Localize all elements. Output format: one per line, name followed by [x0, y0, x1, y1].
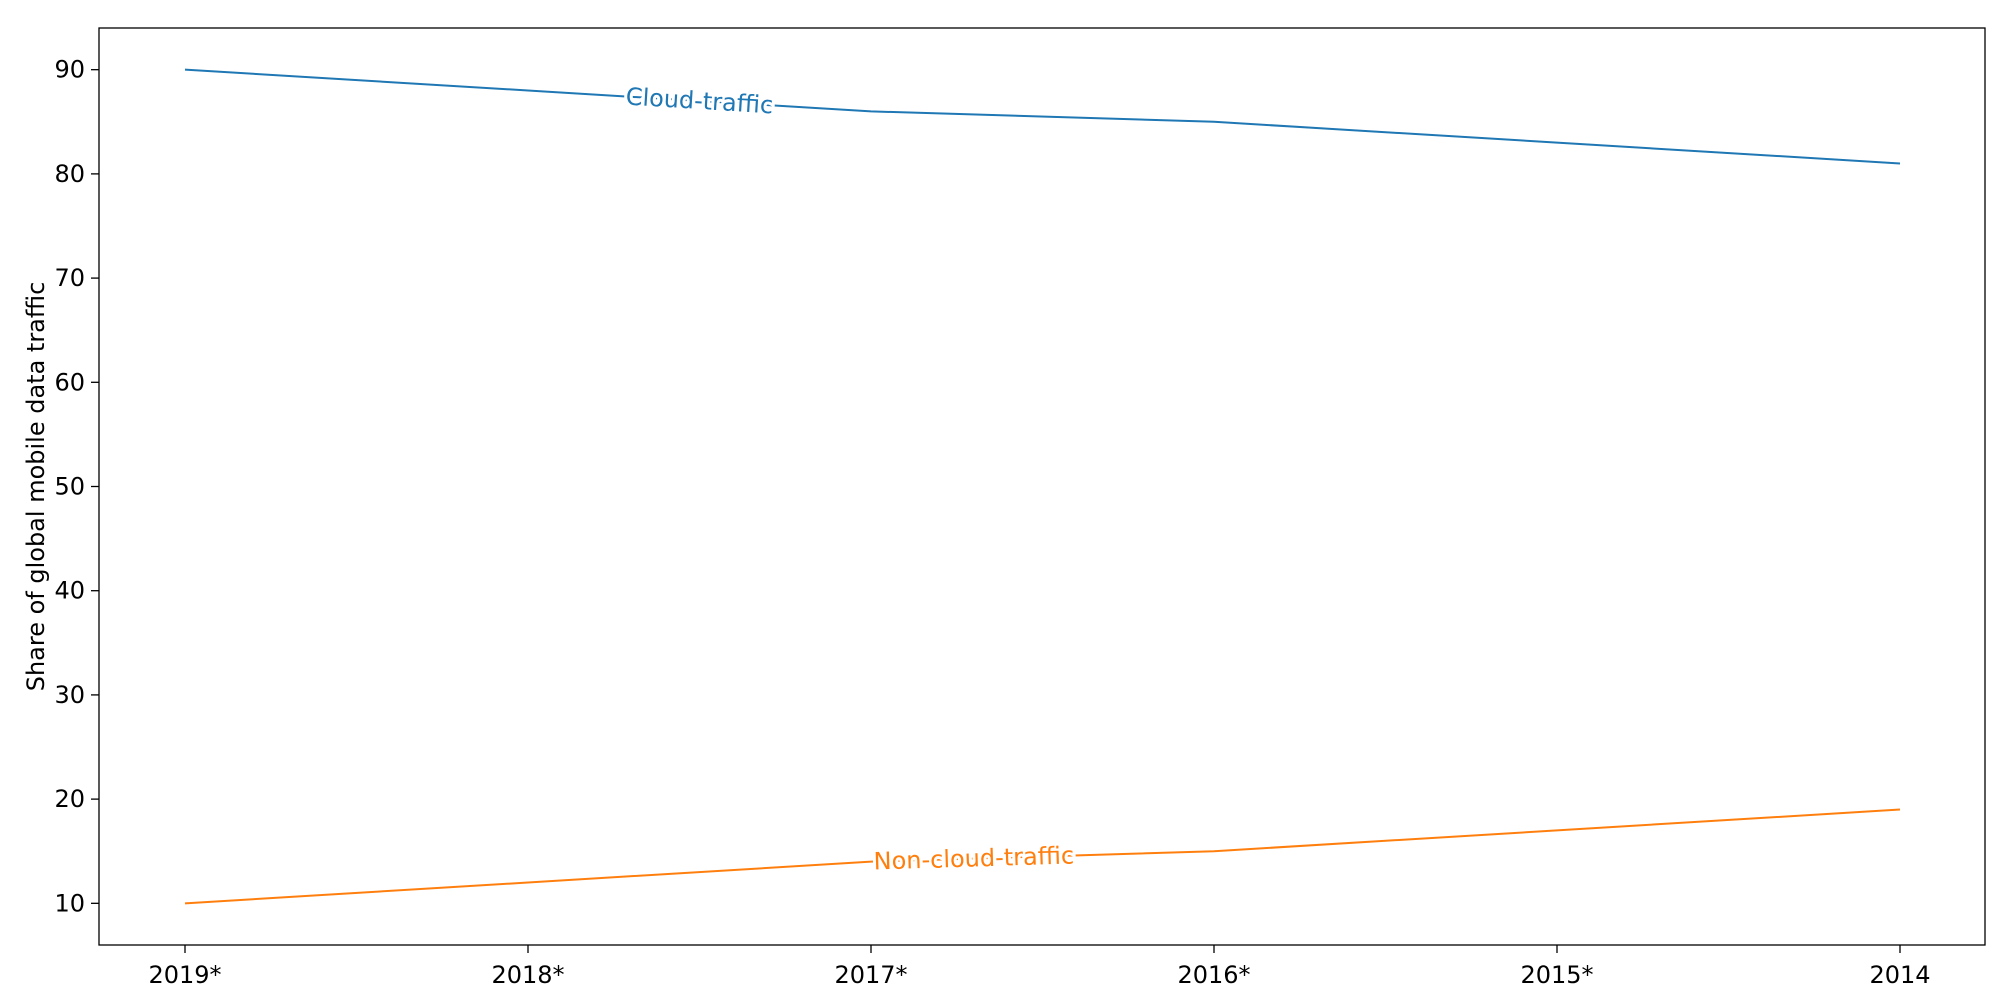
- y-tick-label: 10: [54, 889, 85, 917]
- y-tick-label: 90: [54, 56, 85, 84]
- y-tick-label: 70: [54, 264, 85, 292]
- y-tick-label: 40: [54, 577, 85, 605]
- y-tick-label: 30: [54, 681, 85, 709]
- series-layer: Cloud-traffic Non-cloud-traffic: [184, 68, 1901, 905]
- x-tick-label: 2016*: [1177, 961, 1250, 989]
- y-tick-label: 60: [54, 368, 85, 396]
- y-tick-label: 50: [54, 473, 85, 501]
- y-axis: 10 20 30 40 50 60 70 80 90: [54, 56, 99, 917]
- x-tick-label: 2014: [1869, 961, 1930, 989]
- x-tick-label: 2015*: [1520, 961, 1593, 989]
- y-tick-label: 80: [54, 160, 85, 188]
- x-tick-label: 2017*: [834, 961, 907, 989]
- y-axis-title: Share of global mobile data traffic: [22, 282, 50, 692]
- series-line-1: [184, 68, 1901, 165]
- plot-area: [98, 27, 1986, 946]
- series-label: Non-cloud-traffic: [873, 841, 1074, 875]
- x-tick-label: 2019*: [148, 961, 221, 989]
- x-tick-label: 2018*: [491, 961, 564, 989]
- series-line-2: [184, 808, 1901, 905]
- y-tick-label: 20: [54, 785, 85, 813]
- x-axis: 2019* 2018* 2017* 2016* 2015* 2014: [148, 945, 1931, 989]
- series-label: Cloud-traffic: [625, 82, 774, 119]
